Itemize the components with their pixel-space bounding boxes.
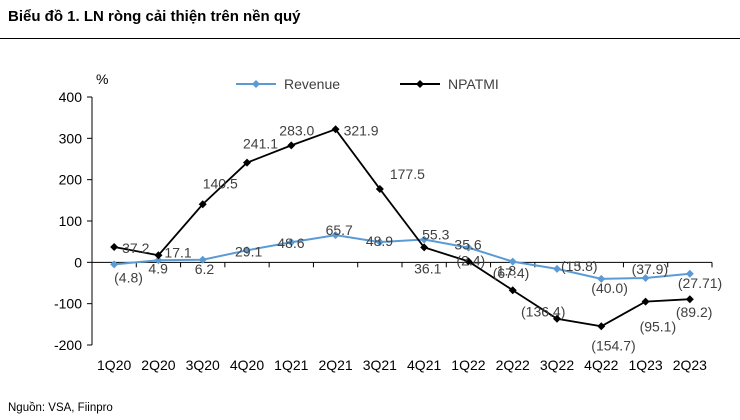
revenue-data-label: 48.9 [366,233,393,249]
data-point [464,257,473,266]
npatmi-data-label: 321.9 [344,122,379,138]
data-point [641,297,650,306]
data-point [243,158,251,167]
data-point [375,184,384,193]
x-tick-label: 1Q22 [451,357,485,373]
npatmi-data-label: (2.4) [456,252,485,268]
data-point [198,255,207,264]
x-tick-label: 2Q21 [318,357,352,373]
revenue-data-label: 65.7 [326,222,353,238]
y-unit-label: % [96,71,108,87]
series-line [113,128,690,328]
npatmi-data-label: 37.2 [122,240,149,256]
legend-marker [252,80,260,88]
revenue-data-label: 55.3 [422,226,449,242]
y-tick-label: 300 [59,130,83,146]
data-point [553,264,561,273]
revenue-data-label: 4.9 [148,260,168,276]
data-point [154,251,163,260]
y-tick-label: 200 [59,172,83,188]
data-point [420,235,429,244]
series-revenue [110,231,694,283]
data-point [597,274,606,283]
y-tick-label: -100 [54,296,82,312]
npatmi-data-label: 36.1 [414,260,441,276]
data-point [110,242,119,251]
axes: 400 300 200 100 0 -100 -200 1Q20 2Q20 3Q20 4Q20 1Q2… [54,89,713,373]
data-point [331,125,340,134]
revenue-data-label: (27.71) [678,275,722,291]
revenue-data-label: 1.8 [497,263,517,279]
data-point [464,243,473,252]
x-tick-label: 2Q22 [496,357,530,373]
x-tick-label: 3Q20 [186,357,220,373]
data-point [597,322,606,331]
npatmi-data-label: (154.7) [591,337,635,353]
legend-label: NPATMI [448,76,499,92]
data-point [508,257,517,266]
data-point [553,314,561,323]
x-tick-label: 4Q20 [230,357,264,373]
series-npatmi [110,125,694,331]
data-point [110,260,119,269]
npatmi-data-label: (67.4) [493,265,530,281]
y-tick-label: 100 [59,213,83,229]
x-tick-label: 4Q21 [407,357,441,373]
data-point [331,231,340,240]
series-line [114,234,690,280]
revenue-data-label: 35.6 [454,237,481,253]
revenue-data-label: 29.1 [235,243,262,259]
x-tick-label: 1Q21 [274,357,308,373]
x-tick-label: 1Q23 [628,357,662,373]
chart-title: Biểu đồ 1. LN ròng cải thiện trên nền qu… [8,8,301,25]
x-tick-label: 4Q22 [584,357,618,373]
title-divider [0,38,740,39]
x-tick-label: 3Q22 [540,357,574,373]
npatmi-data-label: 17.1 [164,244,191,260]
series-lines [110,125,694,331]
npatmi-data-label: (95.1) [640,319,677,335]
data-point [154,256,163,265]
data-point [375,238,384,247]
y-tick-label: 400 [59,89,83,105]
x-tick-label: 1Q20 [97,357,131,373]
y-tick-label: 0 [74,254,82,270]
revenue-data-label: (4.8) [114,269,143,285]
data-point [287,238,296,247]
revenue-data-label: (37.9) [632,261,669,277]
npatmi-data-label: 283.0 [279,122,314,138]
data-point [685,295,694,304]
legend-npatmi: NPATMI [400,76,499,92]
data-labels: (4.8) 4.9 6.2 29.1 48.6 65.7 48.9 55.3 35.6 1.8 (1… [114,122,722,353]
x-tick-label: 2Q23 [673,357,707,373]
npatmi-data-label: 241.1 [243,136,278,152]
line-chart: % Revenue NPATMI 400 300 200 100 0 -100 -200 1Q2… [54,71,722,373]
x-tick-label: 2Q20 [141,357,175,373]
revenue-data-label: (15.8) [561,258,598,274]
legend-label: Revenue [284,76,340,92]
legend-revenue: Revenue [236,76,340,92]
legend: Revenue NPATMI [236,76,499,92]
revenue-data-label: 6.2 [195,261,215,277]
data-point [641,273,650,282]
data-point [508,286,517,295]
revenue-data-label: 48.6 [277,235,304,251]
legend-marker [416,80,424,88]
npatmi-data-label: 177.5 [390,166,425,182]
data-point [198,200,207,209]
source-note: Nguồn: VSA, Fiinpro [8,402,113,414]
npatmi-data-label: (136.4) [521,304,565,320]
y-tick-label: -200 [54,337,82,353]
data-point [243,246,251,255]
x-tick-label: 3Q21 [363,357,397,373]
revenue-data-label: (40.0) [591,280,628,296]
npatmi-data-label: 140.5 [203,175,238,191]
data-point [420,243,429,252]
data-point [685,269,694,278]
npatmi-data-label: (89.2) [676,304,713,320]
data-point [287,141,296,150]
